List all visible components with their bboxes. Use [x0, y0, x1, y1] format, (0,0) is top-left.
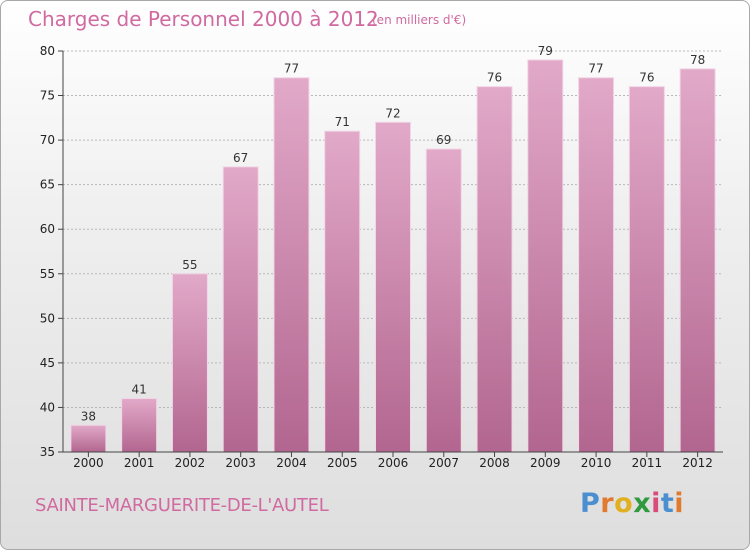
logo-letter: r — [600, 488, 615, 519]
bars: 38 41 55 67 77 71 72 69 76 79 77 76 78 — [70, 44, 716, 453]
logo-letter: P — [580, 488, 601, 519]
x-tick-label: 2000 — [73, 456, 104, 470]
x-tick-label: 2011 — [632, 456, 663, 470]
logo-letter: o — [614, 488, 634, 519]
logo-letter: t — [660, 488, 675, 519]
y-tick-label: 65 — [40, 178, 55, 192]
data-label: 77 — [588, 62, 603, 76]
y-tick-label: 40 — [40, 400, 55, 414]
y-tick-label: 60 — [40, 222, 55, 236]
bar — [679, 68, 716, 453]
bar — [476, 86, 513, 453]
data-label: 76 — [639, 71, 654, 85]
data-label: 72 — [385, 106, 400, 120]
x-tick-label: 2009 — [530, 456, 561, 470]
x-tick-label: 2004 — [276, 456, 307, 470]
data-label: 79 — [538, 44, 553, 58]
bar — [273, 77, 310, 453]
x-axis: 2000 2001 2002 2003 2004 2005 2006 2007 2008 2009… — [63, 451, 723, 470]
logo-letter: i — [674, 488, 685, 519]
x-tick-label: 2003 — [225, 456, 256, 470]
y-tick-label: 75 — [40, 89, 55, 103]
bar — [628, 86, 665, 453]
bar — [171, 273, 208, 453]
y-tick-label: 45 — [40, 356, 55, 370]
bar — [425, 148, 462, 453]
x-tick-label: 2012 — [682, 456, 713, 470]
data-label: 67 — [233, 151, 248, 165]
chart-title: Charges de Personnel 2000 à 2012 — [28, 7, 379, 31]
y-tick-label: 50 — [40, 311, 55, 325]
y-axis: 35 40 45 50 55 60 65 70 75 80 — [40, 44, 64, 459]
y-tick-label: 55 — [40, 267, 55, 281]
x-tick-label: 2001 — [124, 456, 155, 470]
bar — [324, 130, 361, 453]
proxiti-logo: Proxiti — [580, 488, 684, 519]
x-tick-label: 2005 — [327, 456, 358, 470]
logo-letter: x — [633, 488, 652, 519]
data-label: 55 — [182, 258, 197, 272]
data-label: 77 — [284, 62, 299, 76]
x-tick-label: 2002 — [175, 456, 206, 470]
bar — [527, 59, 564, 453]
y-tick-label: 80 — [40, 44, 55, 58]
y-tick-label: 70 — [40, 133, 55, 147]
bar — [70, 424, 107, 453]
bar — [121, 398, 158, 453]
town-name: SAINTE-MARGUERITE-DE-L'AUTEL — [35, 495, 329, 516]
data-label: 71 — [335, 115, 350, 129]
chart-unit: (en milliers d'€) — [372, 13, 467, 27]
logo-letter: i — [651, 488, 661, 519]
bar — [222, 166, 259, 453]
y-tick-label: 35 — [40, 445, 55, 459]
data-label: 41 — [132, 383, 147, 397]
data-label: 69 — [436, 133, 451, 147]
data-label: 78 — [690, 53, 705, 67]
x-tick-label: 2008 — [479, 456, 510, 470]
data-label: 38 — [81, 409, 96, 423]
bar — [375, 121, 411, 453]
x-tick-label: 2006 — [378, 456, 409, 470]
bar — [578, 77, 615, 453]
x-tick-label: 2007 — [428, 456, 459, 470]
x-tick-label: 2010 — [581, 456, 612, 470]
data-label: 76 — [487, 71, 502, 85]
